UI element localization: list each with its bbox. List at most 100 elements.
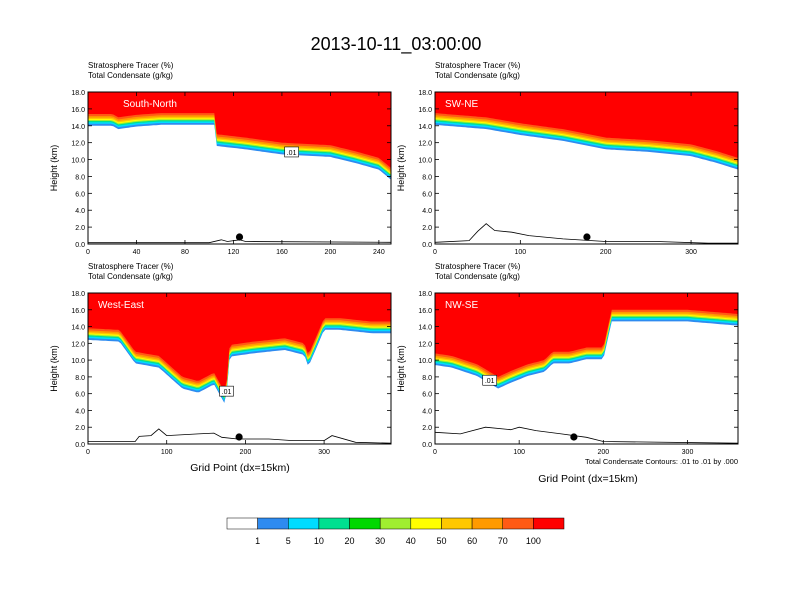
- tracer-core: [88, 92, 391, 168]
- y-tick-label: 16.0: [418, 107, 432, 114]
- panel-sw-ne: 0.0 2.0 4.0 6.0 8.0 10.0 12.0 14.0 16.0 18.0 0 100 2…: [396, 61, 739, 256]
- y-tick-label: 12.0: [418, 141, 432, 148]
- x-tick-label: 200: [597, 449, 609, 456]
- tracer-field: [88, 92, 391, 244]
- panel-label-condensate: Total Condensate (g/kg): [88, 272, 173, 281]
- y-tick-label: 0.0: [422, 242, 432, 249]
- contour-label-box: [482, 374, 498, 386]
- colorbar-label: 20: [345, 536, 355, 546]
- y-tick-label: 6.0: [422, 392, 432, 399]
- y-tick-label: 0.0: [75, 242, 85, 249]
- y-tick-label: 2.0: [75, 425, 85, 432]
- y-axis-label: Height (km): [49, 345, 59, 392]
- colorbar-label: 60: [467, 536, 477, 546]
- colorbar-swatch: [502, 517, 534, 530]
- plot-frame: [87, 292, 392, 445]
- contour-label: .01: [222, 389, 232, 396]
- terrain-line: [88, 428, 391, 444]
- x-tick-label: 120: [228, 249, 240, 256]
- y-tick-label: 18.0: [71, 291, 85, 298]
- x-tick-label: 300: [318, 449, 330, 456]
- terrain-line: [88, 239, 391, 244]
- y-tick-label: 8.0: [75, 375, 85, 382]
- tracer-core: [435, 92, 738, 158]
- panel-label-condensate: Total Condensate (g/kg): [435, 71, 520, 80]
- y-tick-label: 2.0: [422, 425, 432, 432]
- location-marker: [583, 233, 591, 241]
- plot-frame: [434, 292, 739, 445]
- panel-title: SW-NE: [445, 99, 478, 110]
- colorbar-swatch: [410, 517, 442, 530]
- y-tick-label: 14.0: [418, 325, 432, 332]
- colorbar-swatch: [379, 517, 412, 530]
- y-tick-label: 6.0: [75, 392, 85, 399]
- colorbar-label: 1: [255, 536, 260, 546]
- colorbar-label: 30: [375, 536, 385, 546]
- x-tick-label: 100: [513, 449, 525, 456]
- terrain-line: [435, 426, 738, 444]
- colorbar-swatch: [226, 517, 258, 530]
- y-tick-label: 16.0: [418, 308, 432, 315]
- x-axis-label-left: Grid Point (dx=15km): [190, 462, 290, 474]
- panel-label-tracer: Stratosphere Tracer (%): [435, 61, 521, 70]
- x-tick-label: 0: [433, 249, 437, 256]
- y-tick-label: 12.0: [71, 341, 85, 348]
- y-tick-label: 10.0: [418, 358, 432, 365]
- colorbar-swatch: [318, 517, 350, 530]
- contour-label: .01: [287, 150, 297, 157]
- x-axis-label-right: Grid Point (dx=15km): [538, 473, 638, 485]
- location-marker: [235, 433, 243, 441]
- tracer-field: [435, 92, 738, 244]
- y-tick-label: 16.0: [71, 308, 85, 315]
- y-tick-label: 6.0: [75, 191, 85, 198]
- y-tick-label: 16.0: [71, 107, 85, 114]
- y-axis-label: Height (km): [396, 345, 406, 392]
- y-tick-label: 8.0: [75, 174, 85, 181]
- y-tick-label: 14.0: [418, 124, 432, 131]
- contour-note: Total Condensate Contours: .01 to .01 by…: [585, 457, 738, 466]
- x-tick-label: 200: [240, 449, 252, 456]
- x-tick-label: 300: [682, 449, 694, 456]
- location-marker: [235, 233, 244, 241]
- colorbar-swatch: [533, 517, 565, 530]
- colorbar-label: 100: [526, 536, 541, 546]
- panel-label-tracer: Stratosphere Tracer (%): [88, 262, 174, 271]
- terrain-line: [435, 223, 738, 244]
- panel-nw-se: .01 0.0 2.0 4.0 6.0 8.0 10.0 12.0 14.0 16.0 18.0 0 1…: [396, 262, 739, 456]
- tracer-core: [88, 293, 391, 392]
- colorbar-label: 70: [498, 536, 508, 546]
- y-tick-label: 8.0: [422, 375, 432, 382]
- x-tick-label: 0: [86, 449, 90, 456]
- panel-south-north: .01 0.0 2.0 4.0 6.0 8.0 10.0 12.0 14.0 16.0 18.0 0 4…: [49, 61, 392, 256]
- y-tick-label: 18.0: [418, 291, 432, 298]
- y-axis-label: Height (km): [396, 145, 406, 192]
- contour-label: .01: [485, 378, 495, 385]
- plot-frame: [434, 91, 739, 245]
- y-tick-label: 12.0: [71, 141, 85, 148]
- y-tick-label: 4.0: [422, 408, 432, 415]
- colorbar-swatch: [441, 517, 473, 530]
- panel-label-condensate: Total Condensate (g/kg): [88, 71, 173, 80]
- y-tick-label: 4.0: [75, 408, 85, 415]
- colorbar: 1 5 10 20 30 40 50 60 70 100: [226, 517, 565, 546]
- panel-title: West-East: [98, 300, 144, 311]
- y-tick-label: 10.0: [71, 158, 85, 165]
- colorbar-label: 5: [286, 536, 291, 546]
- panel-label-condensate: Total Condensate (g/kg): [435, 272, 520, 281]
- y-tick-label: 8.0: [422, 174, 432, 181]
- x-tick-label: 40: [133, 249, 141, 256]
- colorbar-label: 40: [406, 536, 416, 546]
- y-tick-label: 6.0: [422, 191, 432, 198]
- panels-layer: .01 0.0 2.0 4.0 6.0 8.0 10.0 12.0 14.0 16.0 18.0 0 4…: [49, 61, 739, 456]
- colorbar-swatch: [257, 517, 289, 530]
- y-tick-label: 2.0: [422, 225, 432, 232]
- colorbar-swatch: [471, 517, 503, 530]
- colorbar-swatch: [288, 517, 320, 530]
- colorbar-label: 10: [314, 536, 324, 546]
- y-tick-label: 0.0: [75, 442, 85, 449]
- tracer-core: [435, 293, 738, 377]
- location-marker: [570, 433, 578, 441]
- y-tick-label: 4.0: [75, 208, 85, 215]
- y-tick-label: 0.0: [422, 442, 432, 449]
